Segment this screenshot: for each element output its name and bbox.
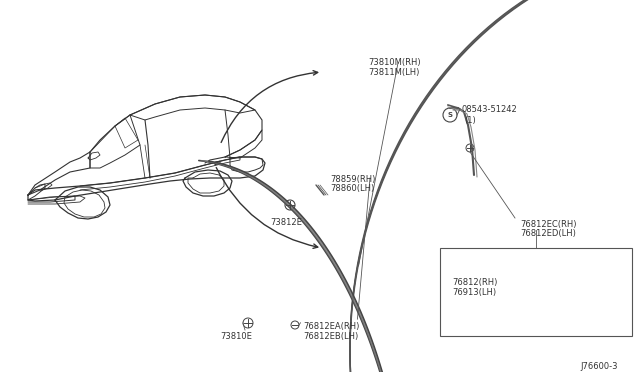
- Text: 76812EB(LH): 76812EB(LH): [303, 332, 358, 341]
- Text: 73811M(LH): 73811M(LH): [368, 68, 419, 77]
- Text: 78860(LH): 78860(LH): [330, 184, 374, 193]
- Text: 08543-51242: 08543-51242: [462, 105, 518, 114]
- Bar: [440, 248, 632, 336]
- Text: 73810M(RH): 73810M(RH): [368, 58, 420, 67]
- Text: 76812ED(LH): 76812ED(LH): [520, 229, 576, 238]
- Text: 78859(RH): 78859(RH): [330, 175, 376, 184]
- Text: 76812(RH): 76812(RH): [452, 278, 497, 287]
- Text: S: S: [447, 112, 452, 118]
- Text: J76600-3: J76600-3: [580, 362, 618, 371]
- Text: 73812E: 73812E: [270, 218, 302, 227]
- Text: 76913(LH): 76913(LH): [452, 288, 496, 297]
- Text: (1): (1): [464, 116, 476, 125]
- Text: 76812EC(RH): 76812EC(RH): [520, 220, 577, 229]
- Text: 76812EA(RH): 76812EA(RH): [303, 322, 360, 331]
- Text: 73810E: 73810E: [220, 332, 252, 341]
